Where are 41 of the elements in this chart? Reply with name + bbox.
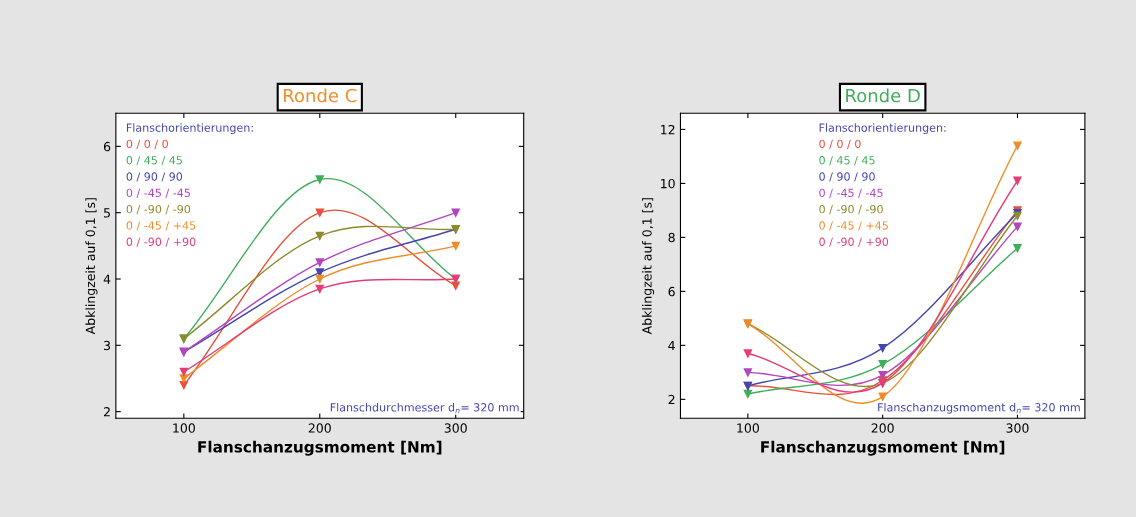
text: 0 / 90 / 90 — [819, 172, 875, 182]
text: 0 / 45 / 45 — [126, 156, 182, 166]
text: 0 / -90 / +90 — [819, 237, 889, 247]
text: 0 / -90 / +90 — [126, 237, 196, 247]
legend-title: Flanschorientierungen: — [126, 123, 253, 134]
text: 0 / -45 / -45 — [819, 188, 883, 198]
annotation: Flanschanzugsmoment d$_{n}$= 320 mm — [878, 402, 1080, 414]
text: 0 / -90 / -90 — [819, 204, 883, 215]
legend-title: Flanschorientierungen: — [819, 123, 946, 134]
y-axis-title: Abklingzeit auf 0,1 [s] — [642, 198, 655, 335]
text: 0 / 90 / 90 — [126, 172, 183, 182]
text: 0 / -45 / +45 — [126, 221, 196, 231]
y-tick-label: 10 — [661, 178, 675, 189]
text: 0 / 0 / 0 — [126, 139, 168, 150]
y-tick-label: 2 — [668, 394, 675, 405]
y-tick-label: 12 — [661, 124, 675, 135]
y-axis-title: Abklingzeit auf 0,1 [s] — [85, 198, 98, 335]
y-tick-label: 5 — [104, 208, 110, 218]
text: 0 / -45 / +45 — [819, 221, 888, 231]
y-tick-label: 2 — [103, 407, 110, 417]
y-tick-label: 8 — [668, 232, 675, 243]
text: 0 / -45 / -45 — [126, 188, 190, 198]
text: 0 / 0 / 0 — [819, 139, 861, 150]
x-tick-label: 100 — [737, 423, 759, 433]
x-axis-title: Flanschanzugsmoment [Nm] — [761, 440, 1005, 456]
text: 0 / 45 / 45 — [819, 156, 875, 166]
x-tick-label: 100 — [173, 423, 195, 433]
x-tick-label: 300 — [444, 423, 467, 433]
annotation: Flanschdurchmesser d$_{n}$= 320 mm — [330, 402, 519, 414]
y-tick-label: 6 — [668, 286, 675, 297]
chart-title: Ronde D — [846, 88, 920, 103]
y-tick-label: 4 — [668, 341, 675, 351]
x-tick-label: 200 — [871, 423, 894, 433]
x-tick-label: 300 — [1006, 423, 1029, 433]
chart-title: Ronde C — [283, 88, 357, 103]
x-axis-title: Flanschanzugsmoment [Nm] — [198, 440, 442, 456]
text: 0 / -90 / -90 — [126, 204, 191, 215]
y-tick-label: 4 — [103, 274, 111, 284]
y-tick-label: 3 — [104, 340, 111, 351]
y-tick-label: 6 — [103, 141, 111, 152]
x-tick-label: 200 — [308, 423, 331, 433]
